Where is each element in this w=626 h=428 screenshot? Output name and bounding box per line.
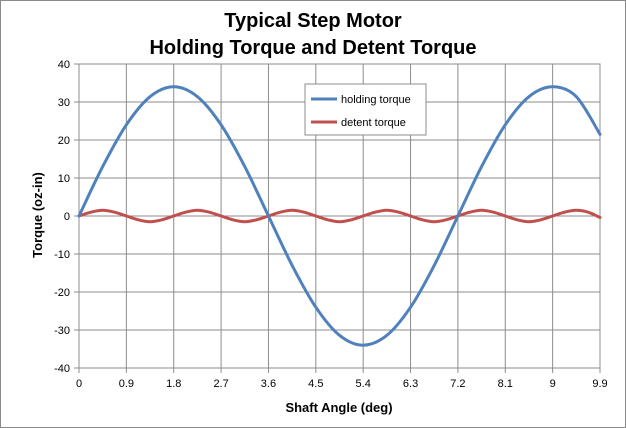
x-tick-label: 6.3: [403, 378, 418, 390]
legend-box: [304, 83, 427, 136]
series-line-detent-torque: [77, 208, 602, 224]
y-tick-label: 10: [58, 173, 70, 185]
series-line-holding-torque: [77, 85, 602, 347]
x-tick-label: 2.7: [213, 378, 228, 390]
chart-title-line-2: Holding Torque and Detent Torque: [149, 37, 477, 59]
x-tick-label: 3.6: [261, 378, 276, 390]
x-tick-label: 7.2: [450, 378, 465, 390]
chart-title: Typical Step Motor Holding Torque and De…: [0, 8, 626, 62]
y-axis-title: Torque (oz-in): [30, 172, 45, 258]
y-tick-label: -40: [54, 363, 70, 375]
x-tick-label: 0.9: [119, 378, 134, 390]
x-axis-title: Shaft Angle (deg): [285, 400, 392, 415]
x-tick-label: 4.5: [308, 378, 323, 390]
y-tick-label: -10: [54, 249, 70, 261]
x-tick-label: 5.4: [356, 378, 371, 390]
x-tick-label: 8.1: [498, 378, 513, 390]
x-tick-label: 0: [76, 378, 82, 390]
y-tick-label: -20: [54, 287, 70, 299]
x-tick-label: 9.9: [592, 378, 607, 390]
legend-label-detent-torque: detent torque: [341, 117, 406, 129]
x-tick-label: 1.8: [166, 378, 181, 390]
y-tick-label: 20: [58, 135, 70, 147]
legend: holding torque detent torque: [304, 83, 427, 136]
y-tick-label: 0: [64, 211, 70, 223]
chart-title-line-1: Typical Step Motor: [224, 10, 402, 32]
legend-label-holding-torque: holding torque: [341, 94, 411, 106]
x-tick-label: 9: [550, 378, 556, 390]
y-tick-label: 40: [58, 59, 70, 71]
y-tick-label: -30: [54, 325, 70, 337]
series-layer: [77, 85, 602, 347]
y-tick-label: 30: [58, 97, 70, 109]
